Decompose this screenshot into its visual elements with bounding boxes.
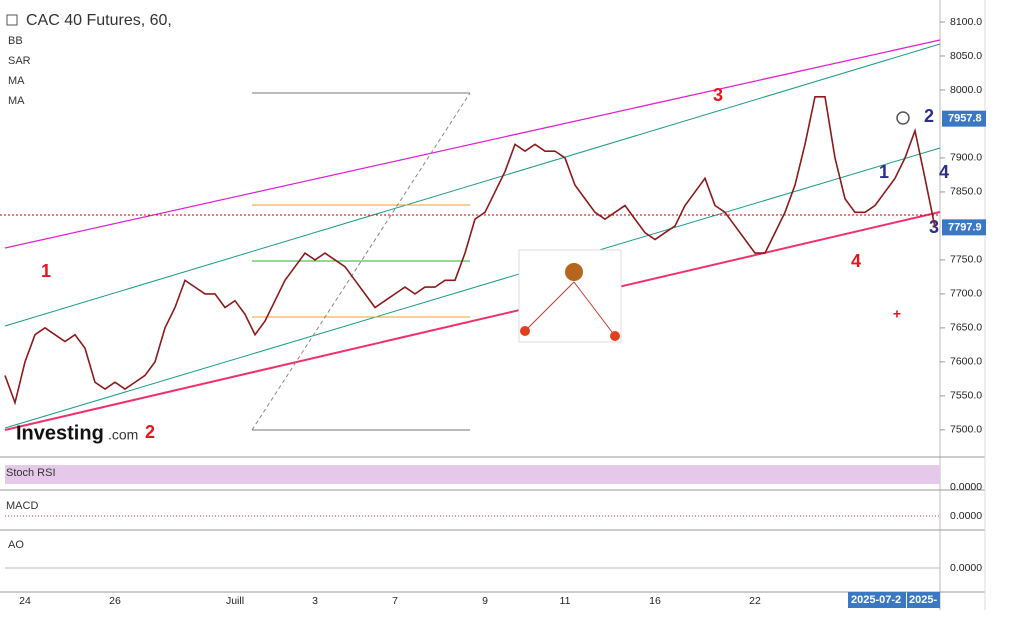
- x-tick-label: 16: [649, 595, 661, 607]
- y-tick-label: 7600.0: [950, 356, 982, 368]
- bear-string: [573, 281, 616, 337]
- wave-label: 3: [929, 217, 939, 237]
- price-tag-label: 7957.8: [948, 113, 982, 125]
- y-tick-label: 7550.0: [950, 390, 982, 402]
- panel-tick-label: 0.0000: [950, 562, 982, 574]
- collapse-icon[interactable]: [6, 14, 18, 26]
- chart-title: CAC 40 Futures, 60,: [26, 12, 172, 29]
- y-tick-label: 7850.0: [950, 186, 982, 198]
- x-tick-label: Juill: [226, 595, 244, 607]
- indicator-label[interactable]: SAR: [8, 55, 31, 67]
- fib-diagonal: [251, 92, 471, 431]
- marker-plus: +: [893, 306, 901, 322]
- indicator-label[interactable]: MA: [8, 75, 25, 87]
- trend-line: [4, 211, 941, 431]
- wave-label: 3: [713, 85, 723, 105]
- panel-label: AO: [8, 539, 24, 551]
- date-label: 2025-07-2: [851, 594, 901, 606]
- date-tag: [848, 592, 906, 608]
- logo-suffix: .com: [108, 427, 138, 443]
- y-tick-label: 7650.0: [950, 322, 982, 334]
- x-tick-label: 26: [109, 595, 121, 607]
- ball: [610, 331, 620, 341]
- price-tag-label: 7797.9: [948, 221, 982, 233]
- x-tick-label: 9: [482, 595, 488, 607]
- stoch-band: [5, 465, 940, 484]
- logo-text: Investing: [16, 422, 104, 444]
- panel-label: Stoch RSI: [6, 467, 56, 479]
- y-tick-label: 8000.0: [950, 84, 982, 96]
- trend-line: [4, 39, 941, 249]
- price-tag: [942, 219, 986, 236]
- indicator-list: BB SAR MA MA: [8, 35, 31, 107]
- y-tick-label: 7700.0: [950, 288, 982, 300]
- wave-label: 4: [851, 251, 861, 271]
- panel-tick-label: 0.0000: [950, 510, 982, 522]
- marker-circle: [896, 111, 910, 125]
- date-label: 2025-: [909, 594, 937, 606]
- x-tick-label: 7: [392, 595, 398, 607]
- trend-line: [4, 147, 941, 429]
- x-tick-label: 22: [749, 595, 761, 607]
- indicator-label[interactable]: BB: [8, 35, 23, 47]
- y-tick-label: 8100.0: [950, 16, 982, 28]
- price-line: [4, 95, 936, 406]
- y-tick-label: 7900.0: [950, 152, 982, 164]
- wave-label: 4: [939, 162, 949, 182]
- price-tag: [942, 110, 986, 127]
- y-tick-label: 8050.0: [950, 50, 982, 62]
- wave-label: 2: [145, 422, 155, 442]
- panel-tick-label: 0.0000: [950, 481, 982, 493]
- wave-label: 1: [41, 261, 51, 281]
- bear-icon: [565, 263, 583, 281]
- indicator-label[interactable]: MA: [8, 95, 25, 107]
- y-tick-label: 7750.0: [950, 254, 982, 266]
- panel-label: MACD: [6, 500, 38, 512]
- trend-line: [4, 43, 941, 327]
- wave-label: 1: [879, 162, 889, 182]
- x-tick-label: 11: [560, 595, 571, 607]
- y-tick-label: 7500.0: [950, 424, 982, 436]
- drawings: [0, 39, 941, 431]
- x-tick-label: 24: [19, 595, 31, 607]
- x-tick-label: 3: [312, 595, 318, 607]
- date-tag: [907, 592, 940, 608]
- ball: [520, 326, 530, 336]
- bear-image: [518, 249, 622, 343]
- wave-label: 2: [924, 106, 934, 126]
- bear-string: [524, 281, 575, 332]
